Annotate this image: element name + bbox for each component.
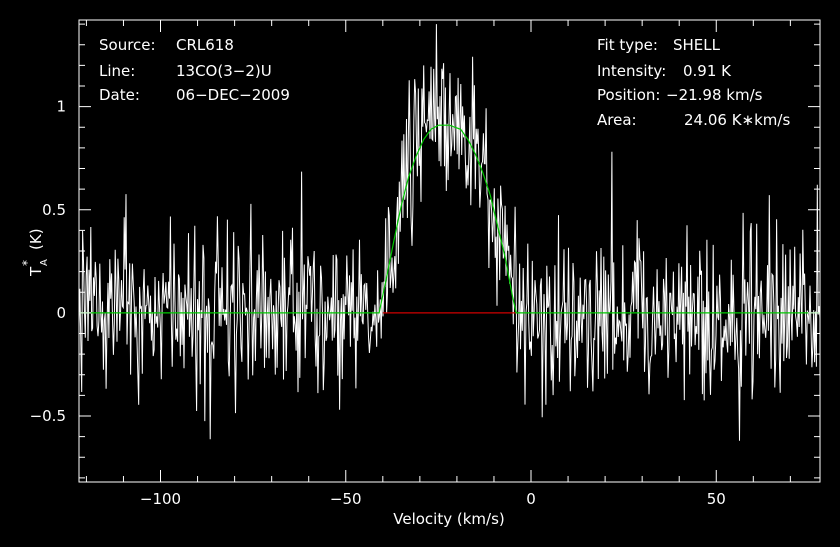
date-label: Date:	[99, 86, 140, 104]
area-value: 24.06 K∗km/s	[684, 111, 790, 129]
annotations-left: Source: CRL618 Line: 13CO(3−2)U Date: 06…	[99, 36, 290, 104]
y-axis-label-sup: *	[20, 260, 34, 266]
x-axis-label: Velocity (km/s)	[393, 510, 504, 528]
intensity-value: 0.91 K	[683, 62, 732, 80]
fit-type-label: Fit type:	[597, 36, 658, 54]
y-tick-label: 0.5	[42, 201, 66, 219]
date-value: 06−DEC−2009	[176, 86, 290, 104]
position-value: −21.98 km/s	[666, 86, 763, 104]
fit-curve	[79, 124, 820, 314]
spectrum-trace	[78, 24, 821, 441]
line-label: Line:	[99, 62, 135, 80]
x-tick-label: 0	[526, 490, 536, 508]
fit-layer	[79, 124, 820, 314]
y-axis-label-sub: A	[39, 259, 50, 266]
x-tick-label: −50	[330, 490, 362, 508]
x-tick-label: 50	[707, 490, 726, 508]
source-label: Source:	[99, 36, 156, 54]
line-value: 13CO(3−2)U	[176, 62, 272, 80]
y-tick-label: 1	[56, 98, 66, 116]
y-axis-label-unit: (K)	[27, 228, 45, 250]
spectrum-layer	[78, 24, 821, 441]
y-tick-label: −0.5	[30, 407, 66, 425]
ticks-layer: −100 −50 0 50 −0.5 0 0.5 1	[30, 20, 820, 508]
y-tick-label: 0	[56, 304, 66, 322]
area-label: Area:	[597, 111, 637, 129]
position-label: Position:	[597, 86, 660, 104]
fit-type-value: SHELL	[673, 36, 721, 54]
source-value: CRL618	[176, 36, 234, 54]
y-axis-label: T A * (K)	[20, 228, 50, 277]
annotations-right: Fit type: SHELL Intensity: 0.91 K Positi…	[597, 36, 790, 129]
intensity-label: Intensity:	[597, 62, 666, 80]
x-tick-label: −100	[140, 490, 181, 508]
y-axis-label-main: T	[27, 266, 45, 277]
